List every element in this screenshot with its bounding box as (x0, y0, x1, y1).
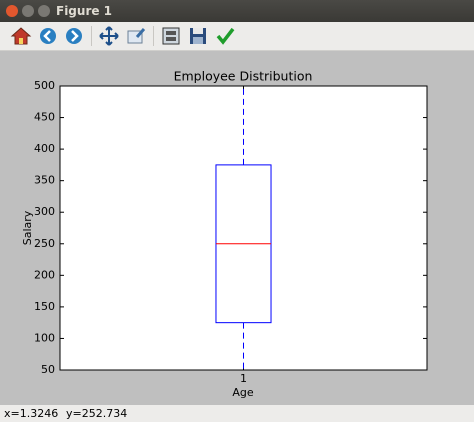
edit-button[interactable] (214, 25, 236, 47)
axes-frame (59, 85, 428, 371)
configure-button[interactable] (160, 25, 182, 47)
status-x: x=1.3246 (4, 407, 59, 420)
y-tick-label: 50 (41, 363, 55, 376)
separator (91, 26, 92, 46)
forward-button[interactable] (63, 25, 85, 47)
y-tick-label: 350 (34, 174, 55, 187)
close-button[interactable] (6, 5, 18, 17)
save-button[interactable] (187, 25, 209, 47)
status-bar: x=1.3246 y=252.734 (0, 405, 474, 422)
y-tick-label: 250 (34, 237, 55, 250)
y-tick-label: 200 (34, 268, 55, 281)
x-tick-label: 1 (240, 372, 247, 385)
separator (153, 26, 154, 46)
x-axis-label: Age (232, 386, 254, 399)
window-title: Figure 1 (56, 4, 113, 18)
minimize-button[interactable] (22, 5, 34, 17)
toolbar (0, 22, 474, 51)
pan-button[interactable] (98, 25, 120, 47)
y-tick-label: 500 (34, 79, 55, 92)
y-tick-label: 100 (34, 331, 55, 344)
title-bar: Figure 1 (0, 0, 474, 22)
y-tick-label: 150 (34, 300, 55, 313)
back-button[interactable] (37, 25, 59, 47)
home-button[interactable] (10, 25, 32, 47)
status-y: y=252.734 (66, 407, 128, 420)
chart-title: Employee Distribution (174, 69, 313, 84)
figure: Employee Distribution Age Salary 5010015… (21, 69, 428, 399)
zoom-button[interactable] (125, 25, 147, 47)
y-tick-label: 450 (34, 111, 55, 124)
y-tick-label: 300 (34, 205, 55, 218)
y-tick-label: 400 (34, 142, 55, 155)
y-axis-label: Salary (21, 210, 34, 245)
maximize-button[interactable] (38, 5, 50, 17)
